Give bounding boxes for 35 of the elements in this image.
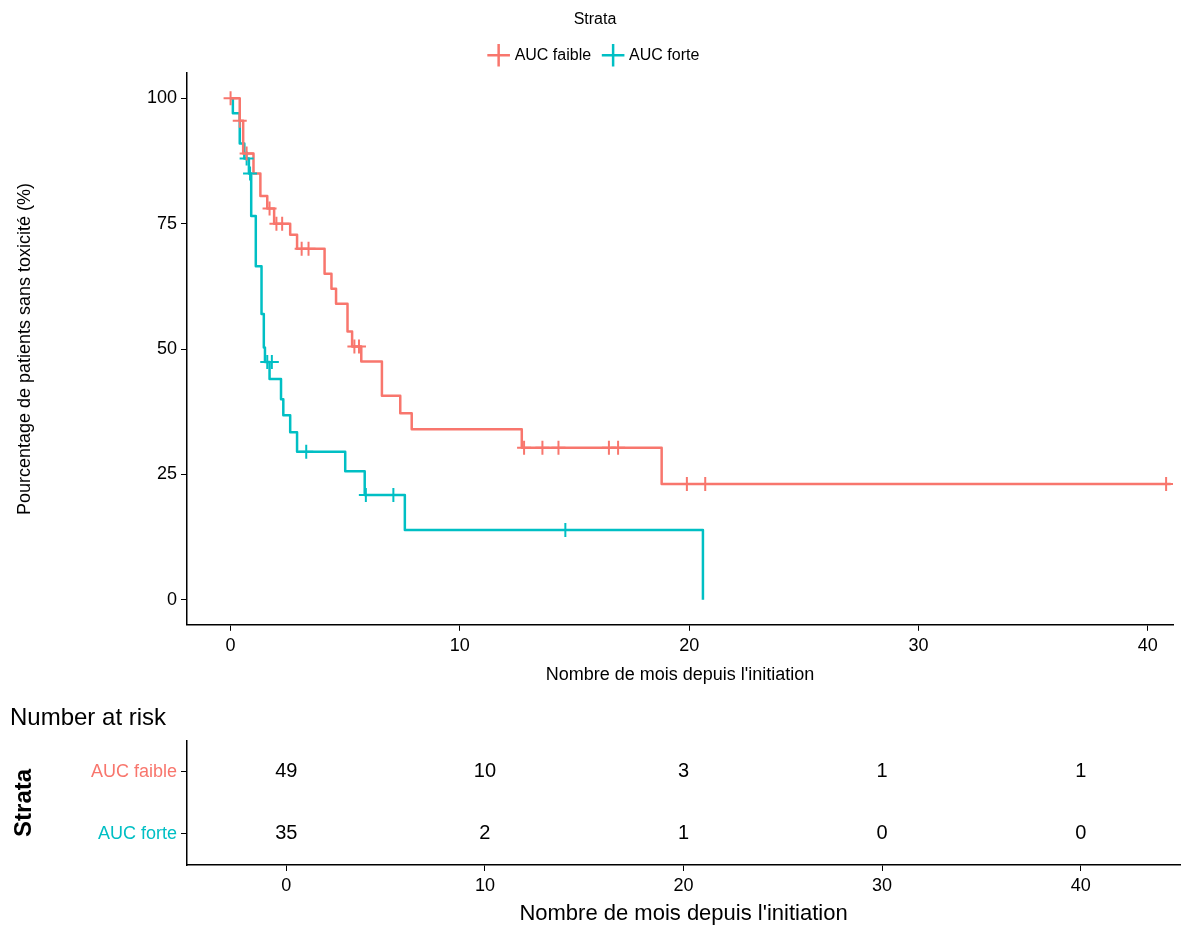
data-label: 10 [473, 759, 497, 782]
x-tick-label: 40 [1137, 634, 1158, 655]
data-label: 1 [876, 759, 888, 782]
data-label: 3 [677, 759, 690, 782]
y-axis-title: Strata [9, 768, 37, 837]
x-tick-label: 30 [872, 874, 893, 895]
x-tick-label: 30 [908, 634, 929, 655]
data-label: 1 [677, 821, 690, 844]
x-tick-label: 10 [474, 874, 495, 895]
x-tick-label: 0 [281, 874, 292, 895]
data-label: 1 [1075, 759, 1087, 782]
legend-label: AUC faible [514, 45, 592, 63]
chart-title: Number at risk [10, 703, 168, 731]
x-tick-label: 20 [679, 634, 700, 655]
data-label: 0 [1075, 821, 1087, 844]
x-axis-title: Nombre de mois depuis l'initiation [545, 664, 815, 685]
data-label: 0 [876, 821, 888, 844]
data-label: 2 [479, 821, 491, 844]
y-axis-title: Pourcentage de patients sans toxicité (%) [13, 182, 34, 516]
y-tick-label: 25 [156, 463, 177, 484]
data-label: 49 [275, 759, 298, 782]
y-tick-label: 0 [166, 588, 177, 609]
y-tick-label: AUC forte [97, 822, 177, 843]
x-tick-label: 10 [449, 634, 470, 655]
legend-label: AUC forte [629, 45, 700, 63]
y-tick-label: 75 [156, 212, 177, 233]
x-tick-label: 0 [225, 634, 236, 655]
y-tick-label: 100 [146, 87, 177, 108]
legend-title: Strata [573, 10, 617, 28]
x-axis-title: Nombre de mois depuis l'initiation [519, 899, 848, 925]
x-tick-label: 20 [673, 874, 694, 895]
y-tick-label: AUC faible [90, 760, 177, 781]
y-tick-label: 50 [156, 337, 177, 358]
data-label: 35 [275, 821, 298, 844]
x-tick-label: 40 [1070, 874, 1091, 895]
